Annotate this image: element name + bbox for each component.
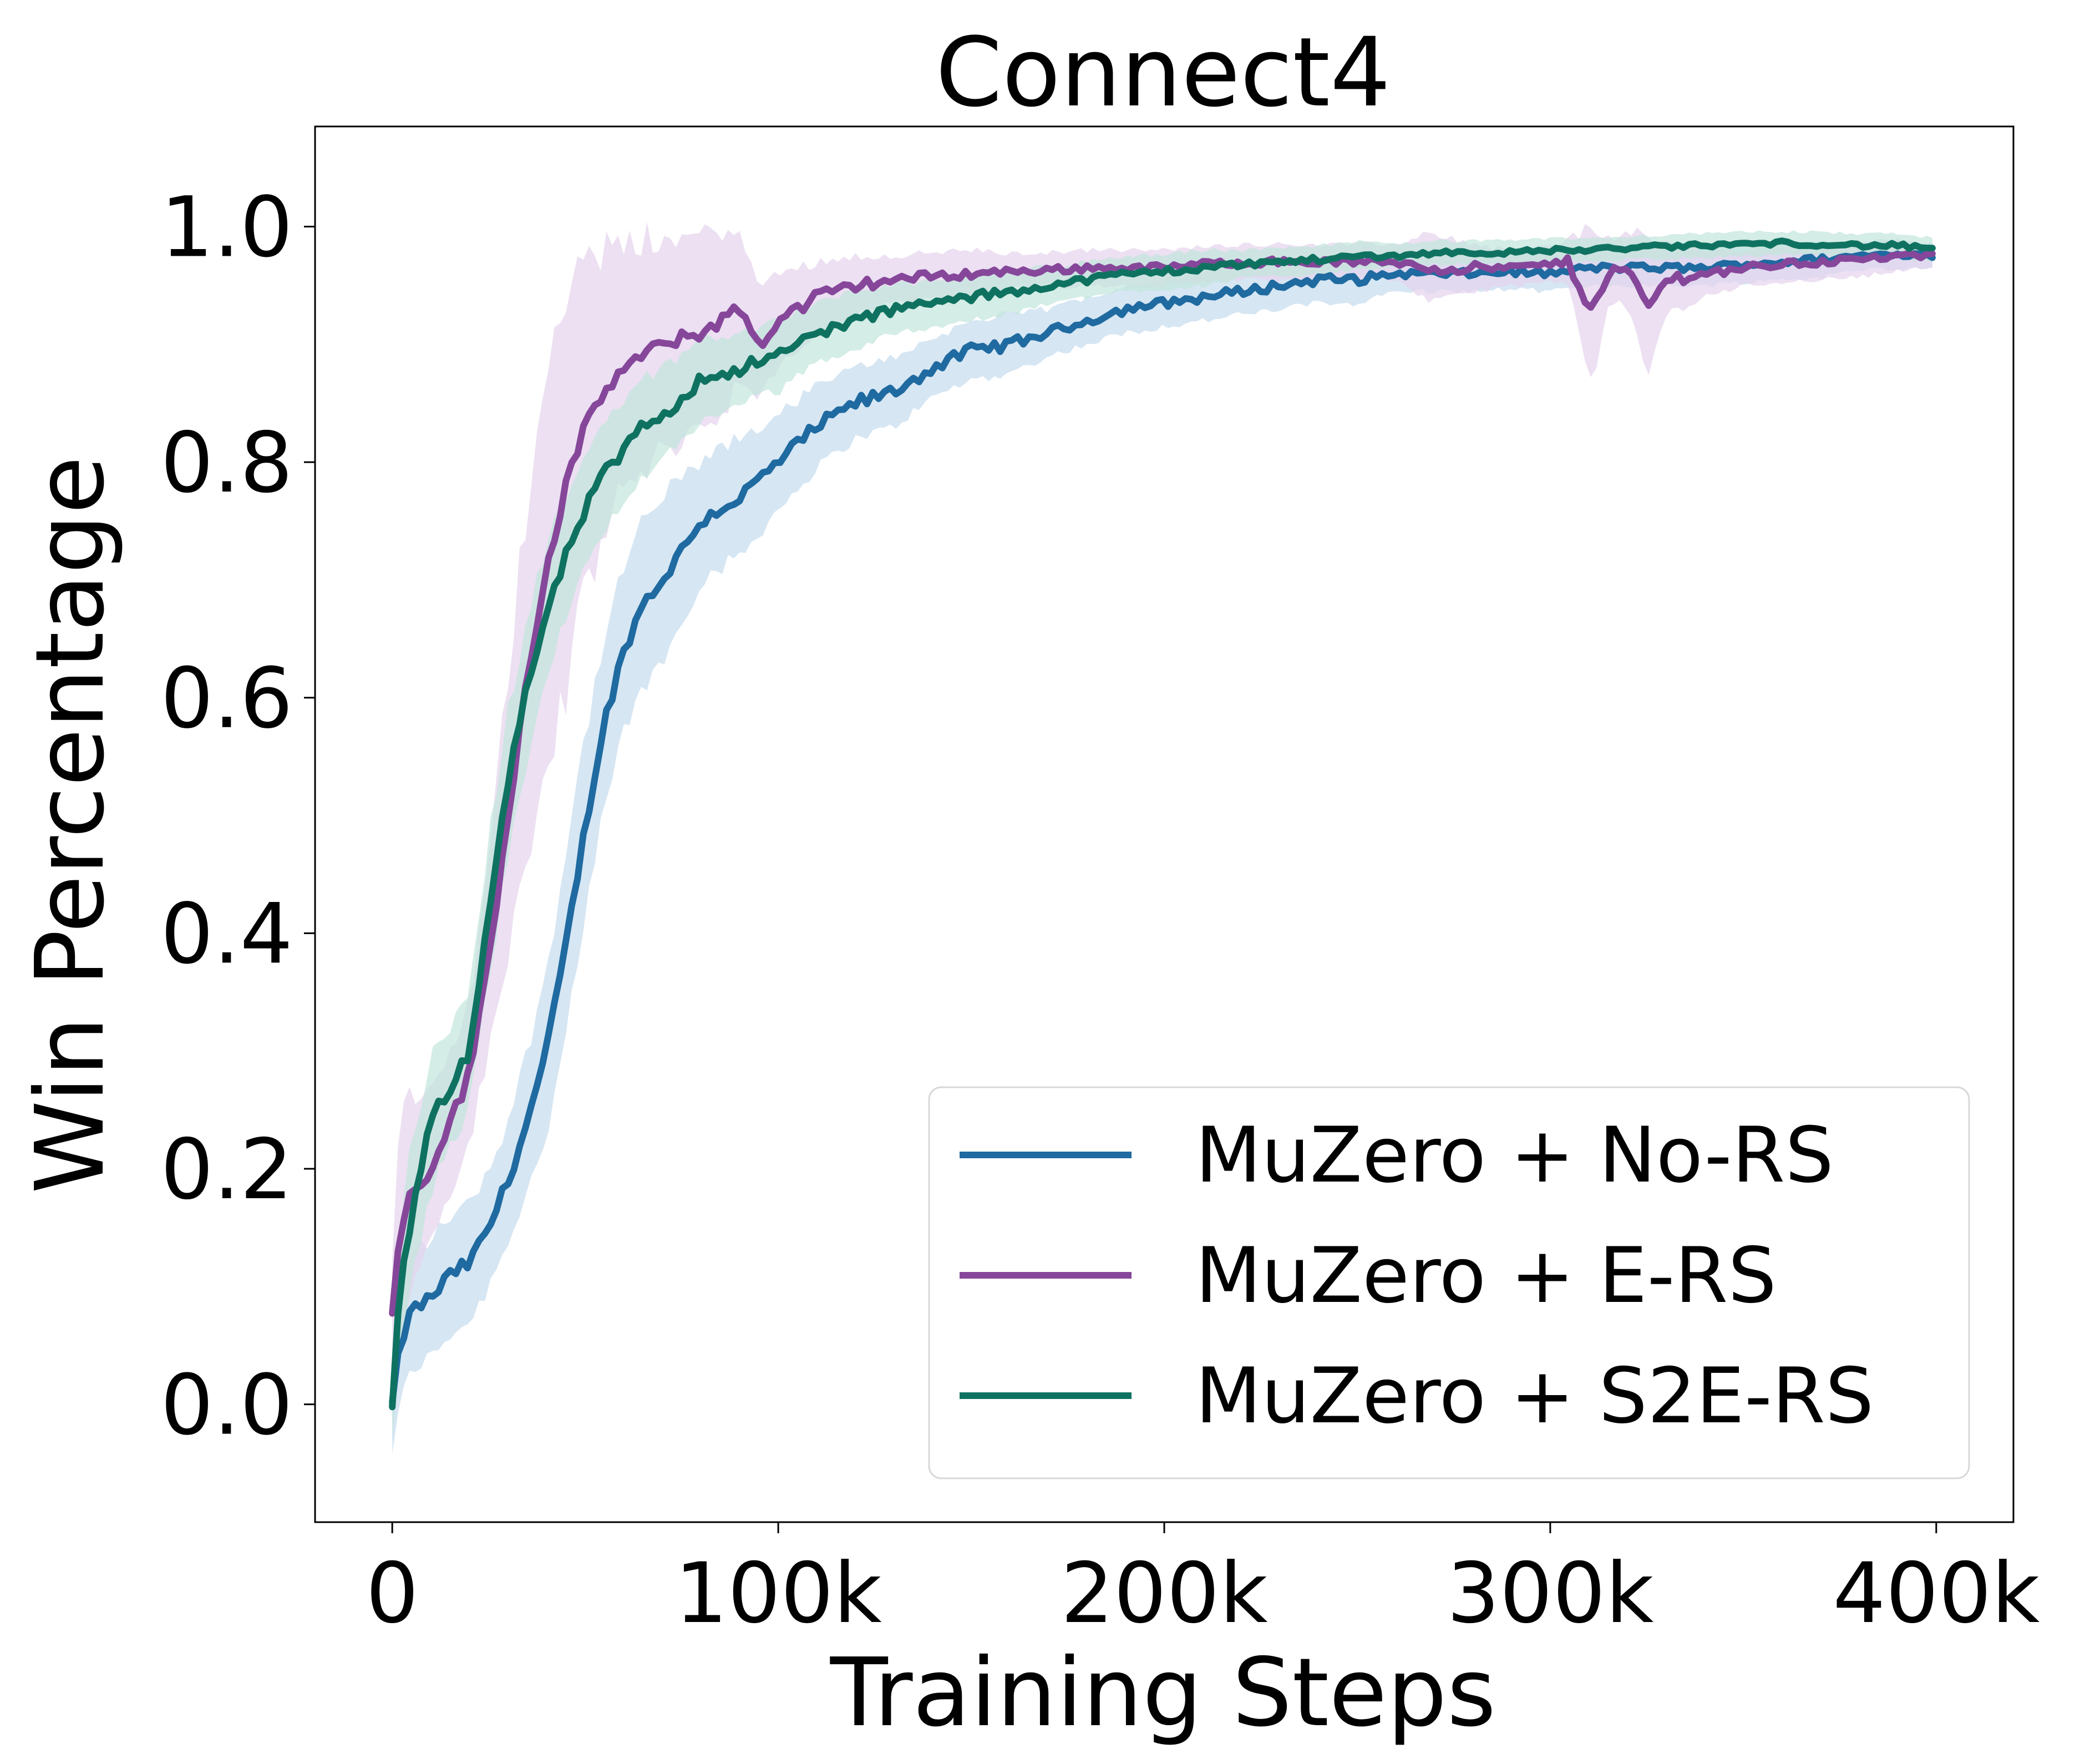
x-tick-label: 400k xyxy=(1833,1545,2040,1642)
legend: MuZero + No-RS MuZero + E-RS MuZero + S2E-… xyxy=(928,1086,1970,1479)
y-tick-label: 0.8 xyxy=(160,415,293,511)
legend-label-1: MuZero + No-RS xyxy=(1195,1111,1834,1200)
legend-label-3: MuZero + S2E-RS xyxy=(1195,1351,1874,1441)
series-line-3 xyxy=(389,237,1936,1411)
series-lines xyxy=(389,237,1936,1411)
chart-title: Connect4 xyxy=(936,17,1391,128)
x-tick-label: 300k xyxy=(1447,1545,1653,1642)
legend-box xyxy=(928,1086,1970,1479)
legend-label-2: MuZero + E-RS xyxy=(1195,1231,1777,1320)
y-tick-label: 1.0 xyxy=(160,179,293,276)
x-tick-label: 0 xyxy=(366,1545,418,1642)
y-axis-title: Win Percentage xyxy=(16,456,125,1194)
y-axis-ticks: 0.0 0.2 0.4 0.6 0.8 1.0 xyxy=(160,179,315,1454)
y-tick-label: 0.4 xyxy=(160,886,293,982)
x-tick-label: 200k xyxy=(1061,1545,1267,1642)
x-tick-label: 100k xyxy=(675,1545,882,1642)
x-axis-ticks: 0 100k 200k 300k 400k xyxy=(366,1522,2040,1642)
series-line-2 xyxy=(389,250,1936,1317)
y-tick-label: 0.0 xyxy=(160,1357,293,1454)
y-tick-label: 0.6 xyxy=(160,651,293,747)
x-axis-title: Training Steps xyxy=(830,1638,1496,1748)
y-tick-label: 0.2 xyxy=(160,1122,293,1218)
series-line-1 xyxy=(389,250,1936,1406)
